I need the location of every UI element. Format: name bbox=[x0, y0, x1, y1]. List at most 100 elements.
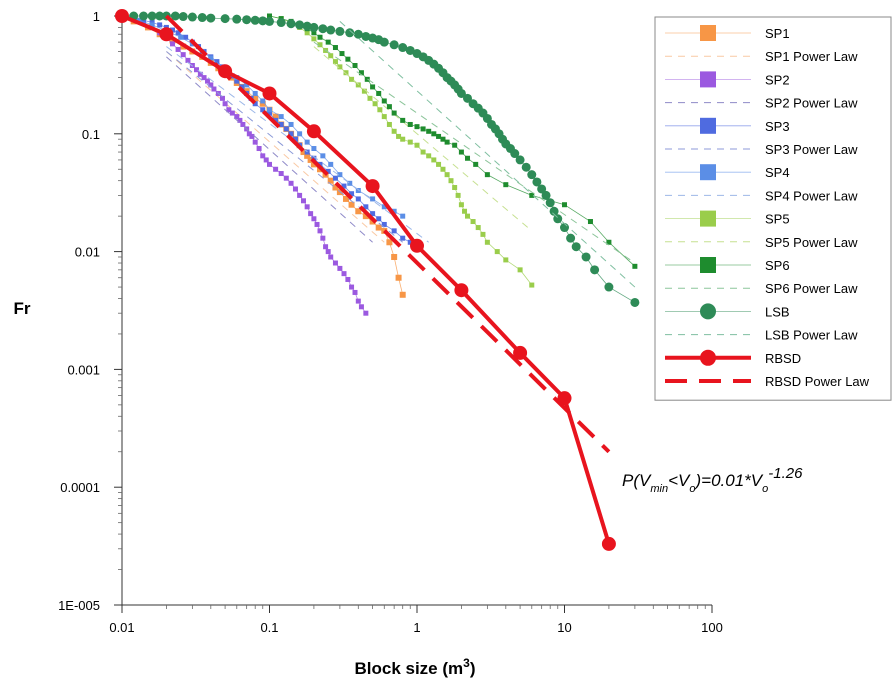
sp3-point bbox=[288, 131, 294, 137]
sp6-point bbox=[503, 182, 509, 188]
power-law-equation: P(Vmin<Vo)=0.01*Vo-1.26 bbox=[622, 465, 803, 496]
sp3-point bbox=[234, 78, 240, 84]
x-tick-label: 10 bbox=[557, 620, 571, 635]
y-tick-label: 0.001 bbox=[67, 362, 100, 377]
sp1-point bbox=[300, 149, 307, 156]
sp6-point bbox=[606, 239, 612, 245]
equation-part: )=0.01*V bbox=[693, 471, 763, 490]
lsb-point bbox=[147, 11, 157, 21]
sp6-point bbox=[376, 90, 382, 96]
lsb-point bbox=[187, 12, 197, 22]
sp6-point bbox=[358, 70, 364, 76]
legend-swatch-sp4-marker bbox=[700, 164, 716, 181]
sp2-point bbox=[260, 153, 266, 159]
legend-label-sp4-power-law: SP4 Power Law bbox=[765, 188, 858, 203]
lsb-point bbox=[463, 93, 473, 103]
lsb-line bbox=[122, 15, 636, 303]
sp6-point bbox=[587, 219, 593, 225]
lsb-point bbox=[295, 20, 305, 30]
sp3-point bbox=[363, 204, 369, 210]
rbsd-point bbox=[115, 9, 129, 23]
sp2-point bbox=[263, 157, 269, 163]
sp2-point bbox=[345, 276, 351, 282]
sp5-point bbox=[470, 219, 476, 225]
y-tick-label: 1E-005 bbox=[58, 598, 100, 613]
lsb-point bbox=[456, 88, 466, 98]
sp2-point bbox=[311, 216, 317, 222]
sp3-point bbox=[273, 117, 279, 123]
lsb-point bbox=[197, 13, 207, 23]
lsb-point bbox=[206, 13, 216, 23]
rbsd-point bbox=[454, 283, 469, 298]
lsb-point bbox=[286, 19, 296, 29]
sp4-point bbox=[347, 180, 353, 186]
sp5-point bbox=[431, 157, 437, 163]
sp1-point bbox=[259, 100, 266, 107]
sp4-power-law-line bbox=[166, 46, 429, 243]
sp6-point bbox=[414, 124, 420, 130]
sp5-point bbox=[361, 88, 367, 94]
rbsd-power-law-line bbox=[164, 14, 611, 454]
sp5-point bbox=[475, 225, 481, 231]
sp1-point bbox=[310, 161, 317, 168]
sp5-point bbox=[328, 53, 334, 59]
lsb-point bbox=[242, 15, 252, 25]
sp4-point bbox=[320, 153, 326, 159]
rbsd-point bbox=[262, 86, 277, 101]
lsb-point bbox=[250, 15, 260, 25]
sp1-point bbox=[272, 113, 279, 120]
sp3-point bbox=[370, 211, 376, 217]
sp6-point bbox=[400, 117, 406, 123]
sp6-point bbox=[484, 172, 490, 178]
sp3-point bbox=[292, 136, 298, 142]
sp3-point bbox=[332, 175, 338, 181]
sp5-point bbox=[381, 114, 387, 120]
sp3-point bbox=[267, 110, 272, 116]
sp5-point bbox=[343, 70, 349, 76]
sp3-point bbox=[317, 161, 323, 167]
legend: SP1 SP1 Power Law SP2 SP2 Power Law SP3 SP3 P… bbox=[654, 16, 892, 401]
sp2-point bbox=[297, 192, 303, 198]
equation-part: o bbox=[762, 483, 768, 495]
sp1-point bbox=[342, 195, 349, 202]
sp4-point bbox=[370, 196, 376, 202]
sp2-point bbox=[226, 107, 232, 113]
sp1-point bbox=[381, 227, 388, 234]
lsb-point bbox=[405, 45, 415, 55]
sp3-point bbox=[355, 196, 361, 202]
legend-swatch-sp1-marker bbox=[700, 25, 716, 41]
lsb-point bbox=[549, 206, 559, 216]
sp6-point bbox=[465, 155, 471, 161]
sp6-point bbox=[317, 34, 323, 40]
sp4-point bbox=[304, 139, 310, 145]
sp3-point bbox=[252, 101, 258, 107]
lsb-point bbox=[581, 252, 591, 262]
sp5-point bbox=[372, 101, 378, 107]
sp1-point bbox=[391, 253, 398, 260]
legend-label-sp5: SP5 bbox=[765, 212, 790, 227]
sp1-point bbox=[327, 177, 334, 184]
sp6-point bbox=[440, 136, 446, 142]
sp5-point bbox=[332, 59, 338, 65]
lsb-point bbox=[389, 40, 399, 50]
rbsd-point bbox=[306, 124, 321, 139]
sp3-point bbox=[239, 84, 245, 90]
sp3-point bbox=[214, 59, 220, 65]
sp6-point bbox=[381, 98, 387, 104]
sp2-point bbox=[308, 211, 314, 217]
sp4-point bbox=[311, 146, 317, 152]
sp3-point bbox=[283, 126, 289, 132]
sp5-point bbox=[355, 82, 361, 88]
lsb-point bbox=[265, 16, 274, 26]
legend-box bbox=[654, 16, 892, 401]
sp5-point bbox=[396, 133, 402, 139]
legend-label-sp2: SP2 bbox=[765, 72, 790, 87]
sp2-point bbox=[273, 166, 279, 172]
lsb-point bbox=[553, 214, 563, 224]
legend-swatch-sp5-marker bbox=[700, 210, 716, 227]
y-tick-label: 1 bbox=[93, 9, 100, 24]
equation-part: o bbox=[689, 483, 695, 495]
sp6-point bbox=[345, 56, 351, 62]
x-tick-label: 1 bbox=[413, 620, 420, 635]
sp6-point bbox=[444, 139, 450, 145]
